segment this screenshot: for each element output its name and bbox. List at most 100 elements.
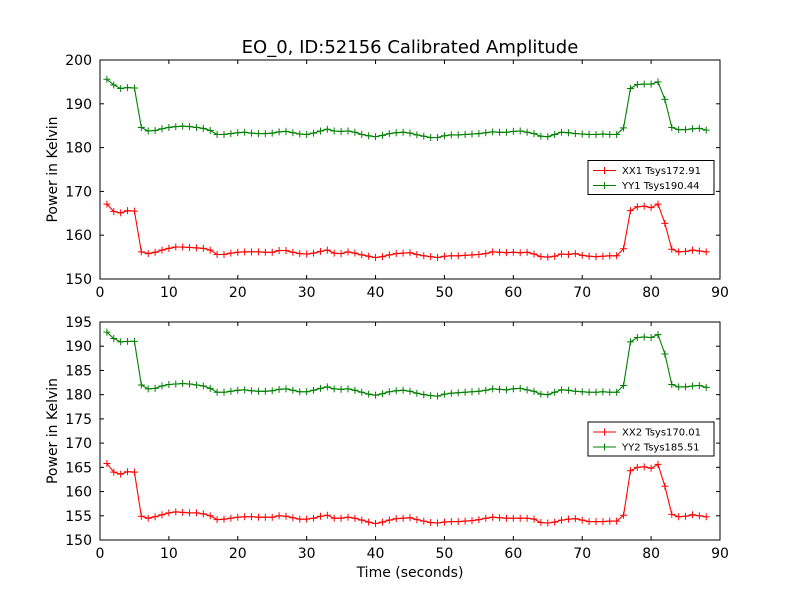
data-point — [103, 200, 111, 208]
data-point — [489, 248, 497, 256]
data-point — [675, 513, 683, 521]
data-point — [640, 202, 648, 210]
data-point — [496, 248, 504, 256]
chart-title: EO_0, ID:52156 Calibrated Amplitude — [242, 37, 579, 58]
data-point — [592, 130, 600, 138]
data-point — [103, 328, 111, 336]
data-point — [378, 518, 386, 526]
data-point — [509, 385, 517, 393]
x-tick-label: 70 — [573, 546, 591, 562]
data-point — [248, 129, 256, 137]
data-point — [144, 514, 152, 522]
data-point — [564, 250, 572, 258]
data-point — [206, 512, 214, 520]
data-point — [427, 253, 435, 261]
data-point — [303, 130, 311, 138]
data-point — [399, 128, 407, 136]
data-point — [344, 513, 352, 521]
data-point — [144, 385, 152, 393]
legend: XX1 Tsys172.91 YY1 Tsys190.44 — [587, 160, 715, 195]
data-point — [158, 246, 166, 254]
y-tick-label: 175 — [65, 412, 92, 428]
data-point — [434, 392, 442, 400]
data-point — [158, 382, 166, 390]
data-point — [206, 246, 214, 254]
data-point — [241, 248, 249, 256]
data-point — [275, 128, 283, 136]
data-point — [227, 130, 235, 138]
data-point — [130, 468, 138, 476]
data-point — [647, 80, 655, 88]
data-point — [392, 129, 400, 137]
data-point — [372, 520, 380, 528]
axes-frame — [99, 321, 721, 541]
legend-box — [587, 160, 715, 195]
data-point — [365, 390, 373, 398]
series-2-2 — [103, 328, 710, 400]
data-point — [420, 132, 428, 140]
data-point — [599, 130, 607, 138]
data-point — [626, 207, 634, 215]
data-point — [496, 385, 504, 393]
data-point — [675, 126, 683, 134]
data-point — [206, 384, 214, 392]
x-tick-label: 30 — [298, 546, 316, 562]
x-tick-label: 10 — [160, 285, 178, 301]
data-point — [599, 252, 607, 260]
data-point — [137, 248, 145, 256]
data-point — [682, 126, 690, 134]
data-point — [578, 130, 586, 138]
data-point — [254, 130, 262, 138]
data-point — [282, 512, 290, 520]
data-point — [427, 519, 435, 527]
data-point — [682, 383, 690, 391]
data-point — [440, 518, 448, 526]
data-point — [633, 463, 641, 471]
data-point — [241, 513, 249, 521]
data-point — [344, 248, 352, 256]
data-point — [578, 251, 586, 259]
data-point — [461, 517, 469, 525]
data-point — [323, 383, 331, 391]
data-point — [213, 250, 221, 258]
data-point — [413, 131, 421, 139]
data-point — [489, 128, 497, 136]
data-point — [316, 127, 324, 135]
data-point — [179, 508, 187, 516]
data-point — [482, 129, 490, 137]
legend-box — [587, 421, 715, 457]
data-point — [337, 514, 345, 522]
data-point — [461, 388, 469, 396]
legend-entry: YY2 Tsys185.51 — [621, 443, 700, 454]
data-point — [261, 513, 269, 521]
data-point — [523, 386, 531, 394]
x-tick-label: 0 — [96, 285, 105, 301]
data-point — [117, 470, 125, 478]
data-point — [440, 390, 448, 398]
data-point — [537, 390, 545, 398]
data-point — [475, 250, 483, 258]
y-tick-label: 160 — [65, 485, 92, 501]
data-point — [399, 514, 407, 522]
data-point — [606, 517, 614, 525]
data-point — [365, 252, 373, 260]
data-point — [316, 512, 324, 520]
data-point — [330, 514, 338, 522]
data-point — [406, 514, 414, 522]
data-point — [516, 384, 524, 392]
data-point — [482, 250, 490, 258]
data-point — [310, 249, 318, 257]
data-point — [489, 513, 497, 521]
data-point — [661, 95, 669, 103]
data-point — [647, 464, 655, 472]
data-point — [248, 387, 256, 395]
data-point — [413, 516, 421, 524]
data-point — [248, 248, 256, 256]
data-point — [165, 380, 173, 388]
data-point — [117, 209, 125, 217]
data-point — [227, 249, 235, 257]
data-point — [268, 513, 276, 521]
data-point — [654, 78, 662, 86]
data-point — [509, 514, 517, 522]
data-point — [234, 513, 242, 521]
